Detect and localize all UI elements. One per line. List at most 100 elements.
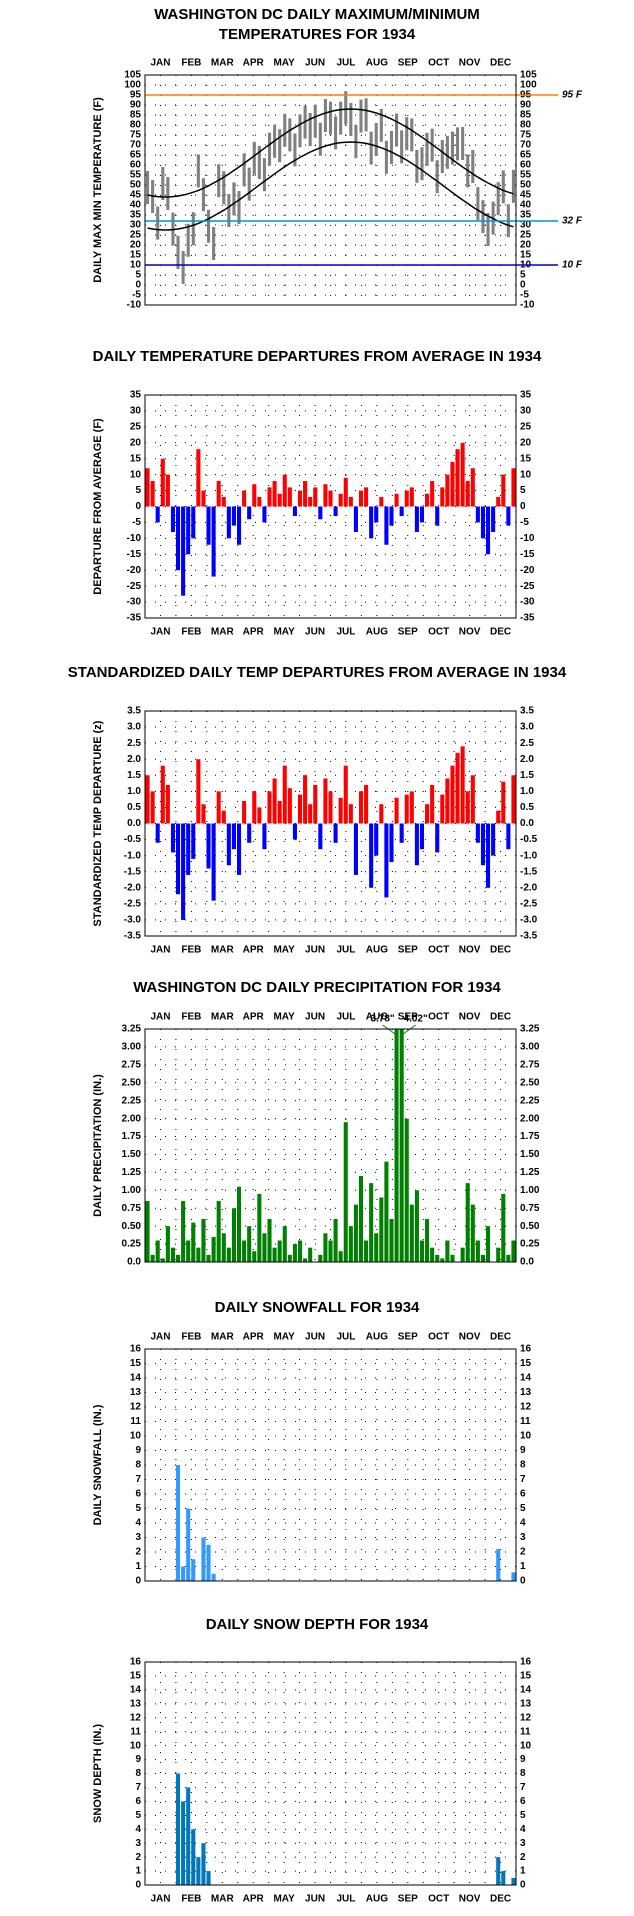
y-tick-label-right: 13 [520, 1698, 532, 1709]
month-label: SEP [398, 58, 418, 69]
bar [211, 823, 216, 901]
y-tick-label-right: -2.0 [520, 882, 538, 893]
month-label: JUL [337, 945, 356, 956]
y-tick-label-right: 10 [520, 469, 532, 480]
bar [175, 506, 181, 571]
bar [379, 804, 384, 824]
y-tick-label-right: 80 [520, 120, 532, 131]
y-tick-label: -15 [127, 549, 142, 560]
y-tick-label: -10 [127, 533, 142, 544]
chart-title: STANDARDIZED DAILY TEMP DEPARTURES FROM … [68, 664, 567, 681]
daily-range [400, 130, 404, 164]
y-tick-label-right: -0.5 [520, 834, 538, 845]
plot-frame [144, 1028, 517, 1263]
month-label: SEP [398, 627, 418, 638]
daily-range [379, 108, 383, 142]
y-tick-label: 2.50 [122, 1077, 142, 1088]
daily-range [384, 140, 388, 174]
bar [374, 1233, 379, 1262]
y-tick-label-right: 1.25 [520, 1167, 540, 1178]
bar [348, 1226, 353, 1262]
y-tick-label-right: 10 [520, 1431, 532, 1442]
bar [145, 1201, 150, 1262]
y-tick-label-right: 15 [520, 453, 532, 464]
bar [175, 1254, 181, 1262]
bar [226, 823, 231, 866]
y-tick-label: 0.25 [122, 1239, 142, 1250]
bar [450, 765, 455, 824]
bar [389, 823, 394, 863]
bar [267, 791, 272, 824]
month-label: NOV [459, 1012, 481, 1023]
bar [404, 1118, 409, 1262]
bar [282, 765, 287, 824]
y-tick-label-right: 1.00 [520, 1185, 540, 1196]
y-tick-label: 0.50 [122, 1221, 142, 1232]
y-tick-label: 16 [130, 1657, 142, 1668]
plot-frame [144, 710, 517, 937]
y-tick-label: 0.5 [127, 802, 141, 813]
bar [455, 752, 460, 824]
daily-range [481, 200, 485, 234]
bar [425, 804, 430, 824]
bar [318, 506, 323, 520]
y-axis-label: STANDARDIZED TEMP DEPARTURE (z) [92, 720, 104, 926]
bar [145, 775, 150, 824]
y-tick-label-right: 2.75 [520, 1059, 540, 1070]
y-tick-label-right: 16 [520, 1657, 532, 1668]
month-label: JUL [337, 1012, 356, 1023]
y-tick-label-right: 15 [520, 250, 532, 261]
bar [221, 496, 226, 507]
bar [496, 1247, 501, 1262]
month-label: MAR [211, 1894, 235, 1905]
daily-range [450, 131, 455, 165]
y-tick-label-right: 2.50 [520, 1077, 540, 1088]
y-tick-label: 1 [135, 1561, 141, 1572]
y-tick-label: -2.0 [124, 882, 142, 893]
bar [272, 1247, 277, 1262]
bar [384, 506, 389, 545]
y-tick-label-right: 14 [520, 1373, 532, 1384]
y-tick-label-right: 4 [520, 1824, 526, 1835]
bar [287, 1254, 292, 1262]
month-label: MAR [211, 627, 235, 638]
bar [374, 506, 379, 523]
bar [511, 1572, 516, 1581]
plot-area [145, 746, 516, 920]
month-label: DEC [490, 627, 511, 638]
month-label: JUN [305, 1894, 325, 1905]
daily-range [440, 140, 444, 173]
month-label: MAY [273, 945, 295, 956]
bar [338, 1251, 343, 1262]
bar [475, 823, 480, 843]
y-tick-label-right: 13 [520, 1387, 532, 1398]
bar [236, 1186, 242, 1262]
daily-range [278, 129, 282, 163]
y-tick-label: 0.0 [127, 818, 141, 829]
month-label: OCT [428, 1332, 449, 1343]
bar [186, 1787, 191, 1885]
y-tick-label: 3.25 [122, 1024, 142, 1035]
y-tick-label-right: 50 [520, 180, 532, 191]
y-tick-label-right: 3.00 [520, 1042, 540, 1053]
y-tick-label-right: -5 [520, 517, 529, 528]
bar [445, 1240, 450, 1262]
month-label: NOV [459, 945, 481, 956]
bar [257, 496, 262, 507]
y-tick-label-right: 8 [520, 1768, 526, 1779]
y-tick-label: 6 [135, 1796, 141, 1807]
bar [242, 1240, 247, 1262]
bar [409, 487, 414, 507]
y-tick-label-right: 10 [520, 1740, 532, 1751]
bar [196, 449, 201, 507]
y-tick-label: 0 [135, 280, 141, 291]
bar [226, 506, 231, 539]
bar [257, 1193, 262, 1262]
y-tick-label: 8 [135, 1460, 141, 1471]
y-tick-label-right: 85 [520, 110, 532, 121]
y-tick-label-right: -35 [520, 613, 535, 624]
bar [155, 823, 160, 843]
bar [496, 496, 501, 507]
bar [287, 788, 292, 824]
month-label: AUG [366, 1894, 388, 1905]
